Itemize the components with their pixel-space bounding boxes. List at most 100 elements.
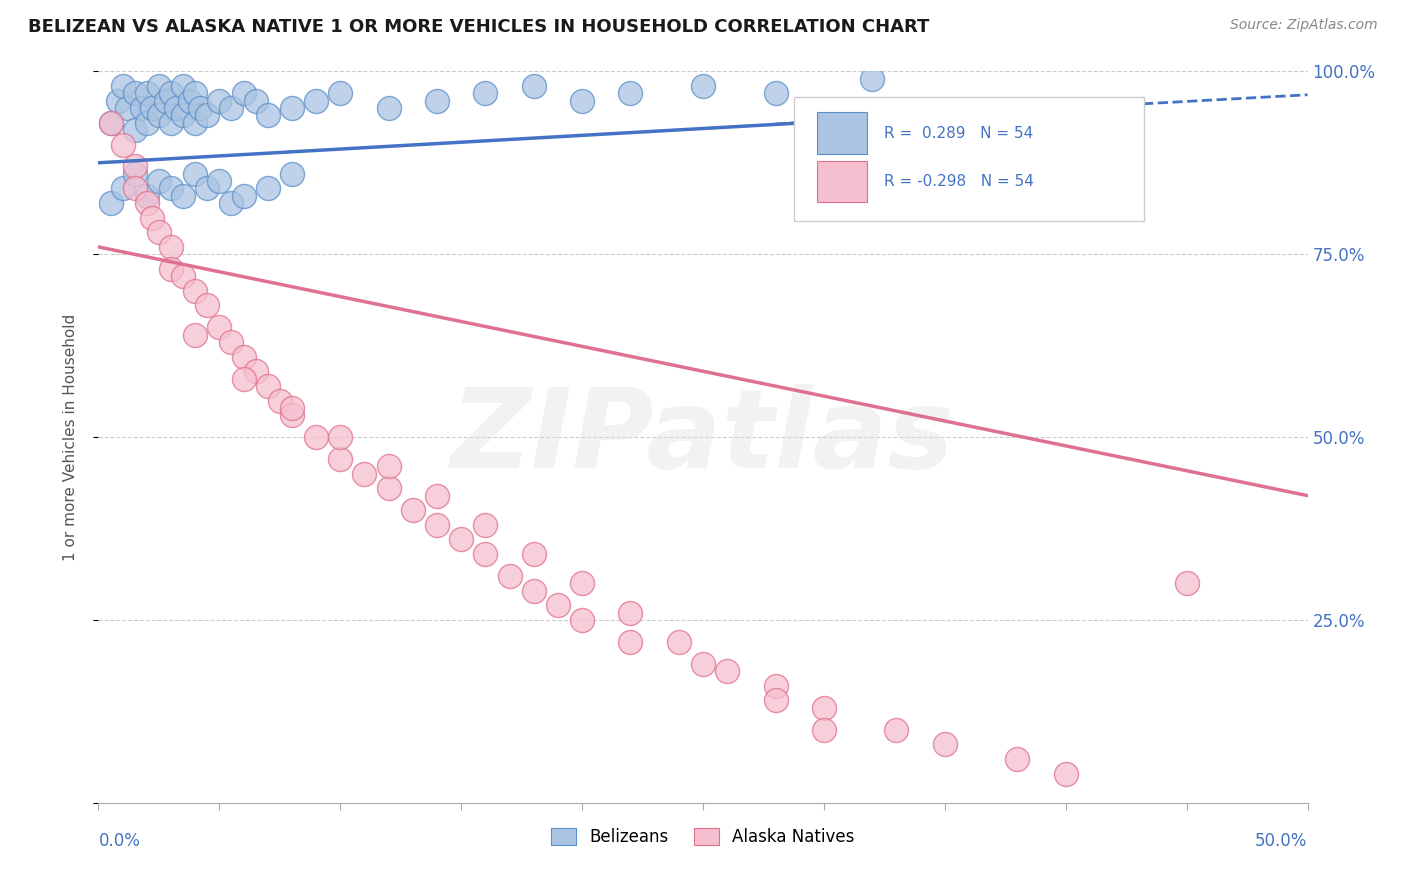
Point	[208, 94, 231, 108]
Point	[117, 101, 139, 115]
Point	[148, 174, 170, 188]
Text: R = -0.298   N = 54: R = -0.298 N = 54	[884, 174, 1035, 189]
Point	[377, 481, 399, 495]
Text: BELIZEAN VS ALASKA NATIVE 1 OR MORE VEHICLES IN HOUSEHOLD CORRELATION CHART: BELIZEAN VS ALASKA NATIVE 1 OR MORE VEHI…	[28, 18, 929, 36]
FancyBboxPatch shape	[817, 161, 868, 202]
Point	[160, 240, 183, 254]
Point	[619, 635, 641, 649]
Point	[160, 261, 183, 276]
Point	[571, 94, 593, 108]
Point	[232, 87, 254, 101]
Point	[571, 576, 593, 591]
Point	[765, 679, 787, 693]
Point	[281, 408, 304, 422]
Point	[188, 101, 211, 115]
FancyBboxPatch shape	[817, 112, 868, 154]
Point	[184, 327, 207, 342]
Point	[269, 393, 291, 408]
Point	[208, 174, 231, 188]
Point	[281, 167, 304, 181]
Point	[124, 167, 146, 181]
Text: Source: ZipAtlas.com: Source: ZipAtlas.com	[1230, 18, 1378, 32]
Point	[1054, 766, 1077, 780]
Point	[547, 599, 569, 613]
Point	[131, 101, 153, 115]
Point	[195, 108, 218, 122]
Point	[377, 459, 399, 474]
Point	[100, 115, 122, 129]
Point	[124, 160, 146, 174]
Point	[172, 78, 194, 93]
Point	[329, 87, 352, 101]
Point	[813, 723, 835, 737]
Point	[256, 181, 278, 195]
Point	[124, 123, 146, 137]
Point	[232, 350, 254, 364]
Y-axis label: 1 or more Vehicles in Household: 1 or more Vehicles in Household	[63, 313, 77, 561]
Point	[329, 452, 352, 467]
Point	[232, 188, 254, 202]
Text: 0.0%: 0.0%	[98, 832, 141, 850]
Point	[474, 517, 496, 532]
Point	[860, 71, 883, 86]
Point	[208, 320, 231, 334]
Point	[184, 87, 207, 101]
Point	[172, 269, 194, 284]
Point	[135, 196, 157, 211]
Point	[179, 94, 201, 108]
Point	[221, 196, 243, 211]
Point	[148, 225, 170, 239]
Text: ZIPatlas: ZIPatlas	[451, 384, 955, 491]
Point	[160, 87, 183, 101]
Point	[934, 737, 956, 751]
Point	[765, 87, 787, 101]
Point	[765, 693, 787, 707]
Point	[716, 664, 738, 678]
Point	[155, 94, 177, 108]
Point	[160, 181, 183, 195]
Point	[692, 78, 714, 93]
Point	[172, 188, 194, 202]
Point	[692, 657, 714, 671]
Point	[523, 547, 546, 561]
Point	[100, 115, 122, 129]
Point	[813, 700, 835, 714]
Point	[523, 78, 546, 93]
Point	[1007, 752, 1029, 766]
Point	[619, 606, 641, 620]
Point	[165, 101, 187, 115]
Point	[184, 284, 207, 298]
Point	[124, 181, 146, 195]
Point	[329, 430, 352, 444]
Point	[107, 94, 129, 108]
Point	[256, 379, 278, 393]
Point	[135, 87, 157, 101]
Point	[135, 188, 157, 202]
Point	[124, 87, 146, 101]
Point	[195, 181, 218, 195]
Point	[232, 371, 254, 385]
Point	[245, 94, 267, 108]
Point	[426, 94, 449, 108]
Point	[281, 101, 304, 115]
Point	[221, 334, 243, 349]
Text: R =  0.289   N = 54: R = 0.289 N = 54	[884, 126, 1033, 141]
Point	[172, 108, 194, 122]
Point	[305, 430, 328, 444]
Point	[160, 115, 183, 129]
Point	[100, 196, 122, 211]
Point	[221, 101, 243, 115]
Point	[474, 547, 496, 561]
Point	[184, 115, 207, 129]
Point	[498, 569, 520, 583]
Point	[111, 181, 134, 195]
Point	[886, 723, 908, 737]
Point	[426, 517, 449, 532]
Point	[111, 78, 134, 93]
Point	[111, 137, 134, 152]
Point	[184, 167, 207, 181]
Point	[281, 401, 304, 415]
Text: 50.0%: 50.0%	[1256, 832, 1308, 850]
Point	[377, 101, 399, 115]
Point	[305, 94, 328, 108]
